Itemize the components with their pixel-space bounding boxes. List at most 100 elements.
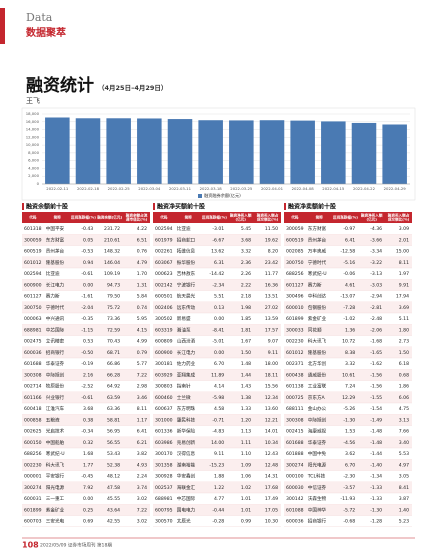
bar [75,118,101,184]
table-cell: 300496 [286,294,304,300]
table-cell: 600809 [155,339,173,345]
row-bg [153,256,281,268]
table-cell: 华泰证券 [46,360,65,367]
table-cell: -1.49 [370,417,382,423]
table-cell: 1.11 [241,440,251,446]
table-cell: 4.22 [137,226,147,232]
table-cell: 0.69 [83,519,93,525]
row-bg [153,481,281,493]
table-cell: 中兴通讯 [46,315,65,322]
table-cell: 002261 [155,249,173,255]
table-cell: -1.44 [370,451,382,457]
y-tick-label: 18,000 [26,111,40,116]
table-cell: 3.32 [345,361,355,367]
table-cell: 6.51 [137,237,147,243]
column-header: 代码 [28,215,37,220]
table-cell: 300750 [286,260,304,266]
table-cell: 4.75 [399,406,409,412]
table-cell: 拓维信息 [177,248,196,255]
table-cell: 6.18 [399,361,409,367]
table-cell: 招商蛇口 [177,236,196,243]
table-cell: 600010 [286,305,304,311]
table-cell: 2.22 [241,282,251,288]
y-tick-label: 12,000 [26,134,40,139]
table-cell: 1.43 [241,384,251,390]
table-cell: -1.30 [343,417,355,423]
table-cell: 79.50 [107,294,120,300]
table-cell: TCL科技 [307,473,326,480]
table-cell: 1.13 [241,429,251,435]
bar [259,120,285,184]
table-cell: -1.65 [370,350,382,356]
table-cell: 4.97 [399,462,409,468]
table-cell: 3.69 [399,305,409,311]
table-cell: 0.79 [137,350,147,356]
table-cell: 1.68 [83,451,93,457]
table-cell: -1.56 [370,384,382,390]
table-cell: 1.97 [399,271,409,277]
table-title: 融资余额前十股 [26,203,69,211]
table-cell: 中际旭创 [46,371,65,378]
table-cell: 600637 [155,406,173,412]
table-cell: 12.21 [265,417,278,423]
table-cell: -0.68 [343,519,355,525]
table-cell: -1.15 [81,327,93,333]
table-cell: 3.87 [399,496,409,502]
y-tick-label: 16,000 [26,119,40,124]
table-cell: -4.36 [370,226,382,232]
table-cell: 京东方A [308,394,326,401]
table-cell: 3.09 [399,226,409,232]
table-cell: 300502 [155,316,173,322]
table-cell: 海康威视 [308,428,327,435]
table-cell: 5.95 [137,316,147,322]
table-cell: 48.12 [107,474,120,480]
table-cell: 300274 [286,462,304,468]
table-cell: 000623 [155,271,173,277]
table-cell: 002230 [286,339,304,345]
column-header: 融资余额(亿元) [97,215,122,220]
table-cell: -3.01 [212,226,224,232]
table-cell: -5.16 [343,260,355,266]
table-title-mark [22,203,24,210]
table-cell: 寒武纪-U [46,450,65,457]
table-cell: 18.11 [265,372,278,378]
table-cell: -2.48 [370,316,382,322]
table-cell: 42.55 [107,519,120,525]
table-cell: 600519 [24,249,42,255]
table-cell: 601127 [286,282,304,288]
table-cell: 1.10 [241,451,251,457]
table-cell: -5.26 [343,406,355,412]
table-cell: 3.02 [137,519,147,525]
table-cell: 1.50 [241,350,251,356]
table-cell: 7.66 [399,429,409,435]
table-cell: 新华保险 [177,428,196,435]
table-cell: 002475 [24,339,42,345]
table-cell: 6.06 [399,395,409,401]
table-cell: 招商银行 [46,349,65,356]
table-cell: 94.73 [107,282,120,288]
table-cell: 12.48 [265,462,278,468]
page-number: 108 [22,541,39,550]
table-cell: -1.55 [370,395,382,401]
bar [229,120,254,184]
table-cell: 300928 [155,474,173,480]
table-title-mark [153,203,155,210]
table-cell: 70.43 [107,339,120,345]
table-cell: -2.06 [370,327,382,333]
table-cell: 宁德时代 [46,304,65,311]
table-cell: -0.19 [81,361,93,367]
table-cell: 赛力斯 [46,293,60,300]
table-cell: 301000 [155,417,173,423]
row-bg [153,504,281,516]
bar [351,122,377,184]
row-bg [284,504,412,516]
table-cell: -3.22 [370,260,382,266]
row-bg [22,436,150,448]
table-cell: 平安银行 [46,473,65,480]
y-tick-label: 0 [37,181,40,186]
table-cell: 601088 [286,507,304,513]
table-cell: 0.00 [214,350,224,356]
table-cell: 45.55 [107,496,120,502]
table-header-bg [153,212,281,223]
table-cell: 8.20 [268,249,278,255]
